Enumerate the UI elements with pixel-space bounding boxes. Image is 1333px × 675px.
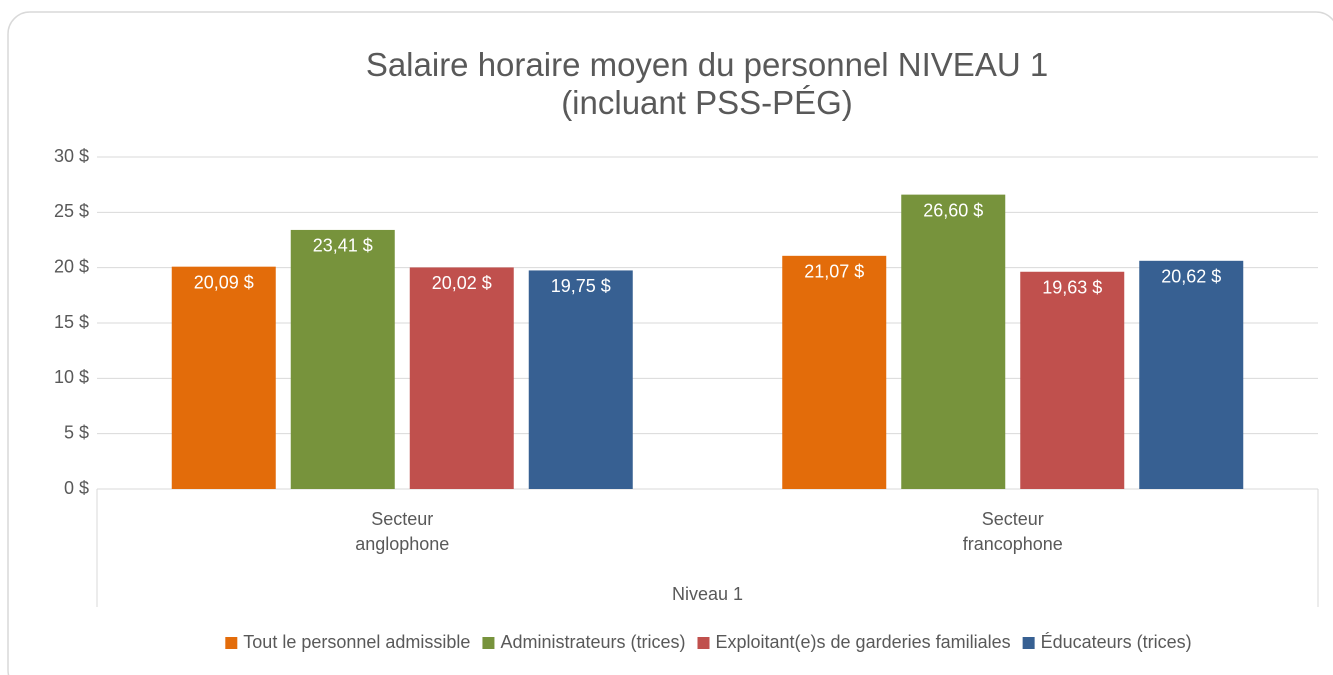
legend-label: Éducateurs (trices) [1041,632,1192,652]
chart-frame [7,11,1333,675]
data-label: 23,41 $ [313,236,373,256]
bar [1020,271,1125,489]
y-tick-label: 15 $ [54,312,89,332]
legend-label: Tout le personnel admissible [243,632,470,652]
data-label: 20,62 $ [1161,267,1221,287]
group-label: Niveau 1 [672,584,743,604]
chart-title: Salaire horaire moyen du personnel NIVEA… [366,46,1048,121]
data-label: 19,75 $ [551,276,611,296]
legend-swatch [1022,637,1035,649]
legend-label: Exploitant(e)s de garderies familiales [715,632,1010,652]
bar [290,229,395,490]
y-tick-label: 25 $ [54,201,89,221]
bar [528,270,633,489]
bar [901,194,1006,490]
y-tick-label: 10 $ [54,367,89,387]
legend-swatch [697,637,710,649]
x-tick-label: Secteur anglophone [355,509,449,554]
bar [409,267,514,489]
y-tick-label: 5 $ [64,422,89,442]
legend-label: Administrateurs (trices) [500,632,685,652]
legend-swatch [482,637,495,649]
bar [782,255,887,489]
data-label: 20,02 $ [432,273,492,293]
y-tick-label: 0 $ [64,478,89,498]
data-label: 20,09 $ [194,272,254,292]
bar [1139,260,1244,489]
bar [171,266,276,489]
data-label: 21,07 $ [804,262,864,282]
legend-swatch [225,637,238,649]
y-tick-label: 20 $ [54,256,89,276]
x-tick-label: Secteur francophone [963,509,1063,554]
y-tick-label: 30 $ [54,146,89,166]
data-label: 26,60 $ [923,200,983,220]
data-label: 19,63 $ [1042,278,1102,298]
